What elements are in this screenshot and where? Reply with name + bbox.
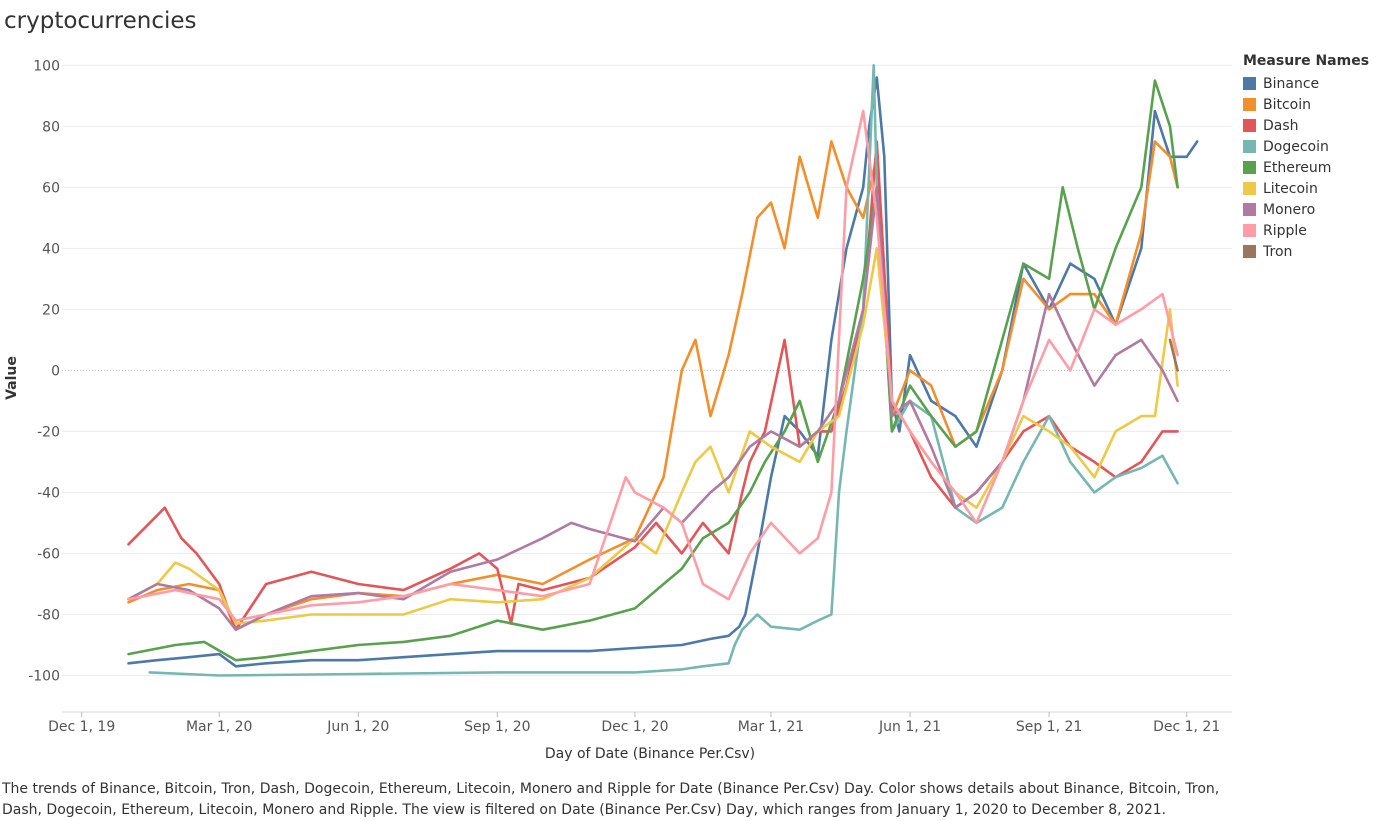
caption: The trends of Binance, Bitcoin, Tron, Da…	[2, 781, 1220, 818]
x-axis-ticks: Dec 1, 19 Mar 1, 20 Jun 1, 20 Sep 1, 20 Dec …	[48, 712, 1220, 735]
y-tick-label: 0	[51, 363, 60, 379]
y-tick-label: 80	[42, 119, 60, 135]
legend-title: Measure Names	[1243, 53, 1370, 69]
legend-item-tron[interactable]: Tron	[1243, 241, 1369, 262]
y-tick-label: 100	[33, 58, 60, 74]
legend-label: Dogecoin	[1263, 138, 1329, 155]
y-tick-label: -20	[37, 424, 60, 440]
series-line-bitcoin	[127, 140, 1179, 632]
series-line-tron	[1168, 338, 1179, 372]
series-lines	[127, 64, 1199, 677]
legend-item-monero[interactable]: Monero	[1243, 199, 1369, 220]
x-tick-label: Jun 1, 20	[326, 719, 389, 735]
y-tick-label: 20	[42, 302, 60, 318]
legend-swatch	[1243, 98, 1256, 111]
legend-label: Litecoin	[1263, 180, 1318, 197]
legend-swatch	[1243, 140, 1256, 153]
chart-title: cryptocurrencies	[4, 8, 197, 34]
legend-swatch	[1243, 119, 1256, 132]
y-tick-label: -100	[28, 668, 60, 684]
x-tick-label: Sep 1, 21	[1016, 719, 1082, 735]
legend-item-dash[interactable]: Dash	[1243, 115, 1369, 136]
legend-label: Bitcoin	[1263, 96, 1312, 113]
series-line-ethereum	[127, 79, 1179, 662]
series-line-dash	[127, 140, 1179, 632]
legend-item-binance[interactable]: Binance	[1243, 73, 1369, 94]
y-tick-label: -40	[37, 485, 60, 501]
x-tick-label: Mar 1, 21	[738, 719, 805, 735]
legend-item-dogecoin[interactable]: Dogecoin	[1243, 136, 1369, 157]
x-tick-label: Dec 1, 21	[1153, 719, 1220, 735]
legend: Measure Names Binance Bitcoin Dash Dogecoin…	[1243, 53, 1369, 262]
legend-items: Binance Bitcoin Dash Dogecoin Ethereum Liteco…	[1243, 73, 1369, 262]
legend-item-ripple[interactable]: Ripple	[1243, 220, 1369, 241]
legend-item-ethereum[interactable]: Ethereum	[1243, 157, 1369, 178]
y-tick-label: 40	[42, 241, 60, 257]
legend-item-bitcoin[interactable]: Bitcoin	[1243, 94, 1369, 115]
legend-label: Ripple	[1263, 222, 1307, 239]
legend-swatch	[1243, 224, 1256, 237]
y-tick-label: -80	[37, 607, 60, 623]
legend-label: Dash	[1263, 117, 1299, 134]
y-axis-title: Value	[4, 356, 20, 400]
series-line-monero	[127, 186, 1179, 632]
x-tick-label: Dec 1, 19	[48, 719, 115, 735]
series-line-ripple	[127, 109, 1179, 622]
y-tick-label: -60	[37, 546, 60, 562]
series-line-binance	[127, 76, 1199, 668]
legend-label: Binance	[1263, 75, 1320, 92]
x-tick-label: Jun 1, 21	[878, 719, 941, 735]
x-tick-label: Mar 1, 20	[186, 719, 253, 735]
legend-swatch	[1243, 161, 1256, 174]
gridlines	[62, 64, 1232, 713]
legend-label: Tron	[1263, 243, 1293, 260]
legend-item-litecoin[interactable]: Litecoin	[1243, 178, 1369, 199]
legend-swatch	[1243, 203, 1256, 216]
legend-label: Monero	[1263, 201, 1316, 218]
legend-swatch	[1243, 245, 1256, 258]
x-tick-label: Sep 1, 20	[464, 719, 530, 735]
y-tick-label: 60	[42, 180, 60, 196]
legend-label: Ethereum	[1263, 159, 1332, 176]
legend-swatch	[1243, 77, 1256, 90]
legend-swatch	[1243, 182, 1256, 195]
x-axis-title: Day of Date (Binance Per.Csv)	[545, 746, 755, 762]
x-tick-label: Dec 1, 20	[601, 719, 668, 735]
y-axis-ticks: 100 80 60 40 20 0 -20 -40 -60 -80 -100	[28, 58, 60, 684]
